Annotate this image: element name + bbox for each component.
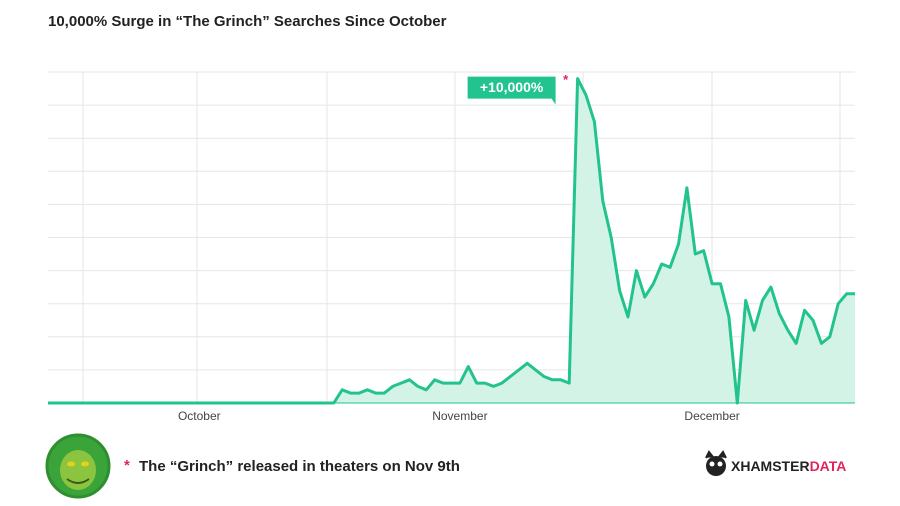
x-tick-label: December — [684, 409, 739, 423]
series-line — [48, 77, 855, 405]
logo — [705, 450, 727, 476]
annotation-marker: * — [563, 72, 569, 87]
x-tick-label: November — [432, 409, 487, 423]
area-fill — [48, 78, 855, 403]
brand: XHAMSTERDATA — [731, 458, 846, 474]
footnote-marker: * — [124, 457, 130, 474]
annotation-box — [467, 76, 556, 105]
x-tick-label: October — [178, 409, 221, 423]
chart-title: 10,000% Surge in “The Grinch” Searches S… — [48, 13, 447, 30]
brand-suffix: DATA — [810, 458, 847, 474]
annotation: +10,000% — [480, 79, 544, 95]
footnote: The “Grinch” released in theaters on Nov… — [139, 458, 460, 475]
brand-name: XHAMSTER — [731, 458, 810, 474]
avatar — [45, 433, 111, 499]
